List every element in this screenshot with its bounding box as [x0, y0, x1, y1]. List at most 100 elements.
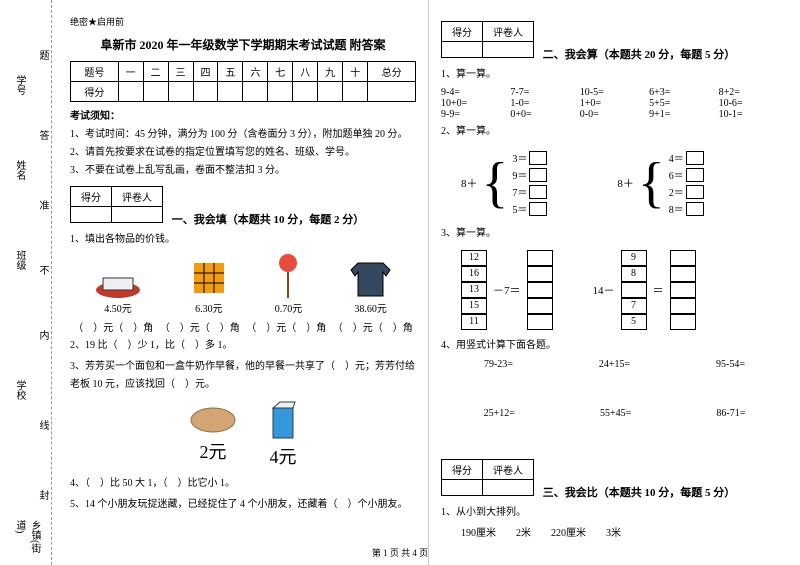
- score-cell: 总分: [368, 62, 416, 82]
- answer-box[interactable]: [686, 151, 704, 165]
- section-header: 得分评卷人 一、我会填（本题共 10 分，每题 2 分）: [70, 186, 416, 227]
- section-title: 三、我会比（本题共 10 分，每题 5 分）: [543, 484, 736, 500]
- question-text: 2、算一算。: [441, 123, 788, 141]
- score-mini-cell[interactable]: [483, 42, 534, 58]
- score-cell[interactable]: [243, 82, 268, 102]
- brace-eq: 2＝: [669, 184, 684, 199]
- stack-cell: 16: [461, 266, 487, 282]
- stack-cell: 15: [461, 298, 487, 314]
- calc-item: 0-0=: [580, 109, 649, 120]
- answer-stack: [670, 250, 696, 330]
- calc-item: 9-4=: [441, 87, 510, 98]
- answer-box[interactable]: [527, 250, 553, 266]
- section-header: 得分评卷人 三、我会比（本题共 10 分，每题 5 分）: [441, 459, 788, 500]
- score-mini-table: 得分评卷人: [441, 459, 534, 496]
- answer-box[interactable]: [527, 266, 553, 282]
- answer-box[interactable]: [686, 202, 704, 216]
- score-mini-cell[interactable]: [112, 207, 163, 223]
- score-mini-cell[interactable]: [442, 480, 483, 496]
- number-stack: 12 16 13 15 11: [461, 250, 487, 330]
- score-mini-cell: 评卷人: [483, 22, 534, 42]
- note-line: 1、考试时间：45 分钟，满分为 100 分（含卷面分 3 分），附加题单独 2…: [70, 126, 416, 144]
- calc-item: 10-6=: [719, 98, 788, 109]
- answer-box[interactable]: [527, 298, 553, 314]
- calc-item: 7-7=: [510, 87, 579, 98]
- brace-eq: 9＝: [512, 167, 527, 182]
- question-text: 4、（ ）比 50 大 1，（ ）比它小 1。: [70, 475, 416, 493]
- score-mini-cell[interactable]: [71, 207, 112, 223]
- food-item: 4元: [268, 400, 298, 469]
- number-stack: 9 8 7 5: [621, 250, 647, 330]
- answer-box[interactable]: [670, 266, 696, 282]
- score-cell: 八: [293, 62, 318, 82]
- notes-block: 考试须知： 1、考试时间：45 分钟，满分为 100 分（含卷面分 3 分），附…: [70, 108, 416, 180]
- binding-label: 答: [35, 130, 50, 140]
- score-table: 题号 一 二 三 四 五 六 七 八 九 十 总分 得分: [70, 61, 416, 102]
- brace-problem: 8＋ { 4＝ 6＝ 2＝ 8＝: [617, 150, 703, 216]
- answer-box[interactable]: [670, 298, 696, 314]
- operator-text: 14－: [593, 282, 615, 298]
- notes-title: 考试须知：: [70, 108, 416, 126]
- calc-item: 10-1=: [719, 109, 788, 120]
- spacer: [441, 374, 788, 404]
- score-cell[interactable]: [193, 82, 218, 102]
- answer-box[interactable]: [527, 282, 553, 298]
- score-cell[interactable]: [268, 82, 293, 102]
- score-cell[interactable]: [218, 82, 243, 102]
- calc-item: 9-9=: [441, 109, 510, 120]
- binding-label: 准: [35, 200, 50, 210]
- note-line: 2、请首先按要求在试卷的指定位置填写您的姓名、班级、学号。: [70, 144, 416, 162]
- score-cell[interactable]: [168, 82, 193, 102]
- answer-box[interactable]: [686, 185, 704, 199]
- score-cell[interactable]: [293, 82, 318, 102]
- score-cell[interactable]: [318, 82, 343, 102]
- score-cell: 九: [318, 62, 343, 82]
- answer-box[interactable]: [670, 314, 696, 330]
- score-mini-cell[interactable]: [483, 480, 534, 496]
- question-text: 5、14 个小朋友玩捉迷藏，已经捉住了 4 个小朋友，还藏着（ ）个小朋友。: [70, 496, 416, 514]
- score-cell: 一: [118, 62, 143, 82]
- section-title: 一、我会填（本题共 10 分，每题 2 分）: [172, 211, 365, 227]
- binding-label: 内: [35, 330, 50, 340]
- answer-box[interactable]: [670, 282, 696, 298]
- score-mini-cell[interactable]: [442, 42, 483, 58]
- score-cell[interactable]: [118, 82, 143, 102]
- score-cell[interactable]: [343, 82, 368, 102]
- score-cell: 五: [218, 62, 243, 82]
- unit-text: （ ）元（ ）角: [160, 319, 240, 334]
- score-mini-cell: 得分: [71, 187, 112, 207]
- price-text: 4.50元: [93, 300, 143, 315]
- calc-item: 25+12=: [484, 408, 515, 419]
- page-footer: 第 1 页 共 4 页: [0, 546, 800, 559]
- milk-icon: [268, 400, 298, 440]
- section-header: 得分评卷人 二、我会算（本题共 20 分，每题 5 分）: [441, 21, 788, 62]
- answer-box[interactable]: [527, 314, 553, 330]
- answer-box[interactable]: [529, 151, 547, 165]
- answer-box[interactable]: [670, 250, 696, 266]
- answer-box[interactable]: [686, 168, 704, 182]
- score-cell: 六: [243, 62, 268, 82]
- food-item: 2元: [188, 405, 238, 464]
- score-cell: 七: [268, 62, 293, 82]
- brace-problem: 8＋ { 3＝ 9＝ 7＝ 5＝: [461, 150, 547, 216]
- answer-box[interactable]: [529, 185, 547, 199]
- unit-text: （ ）元（ ）角: [333, 319, 413, 334]
- note-line: 3、不要在试卷上乱写乱画，卷面不整洁扣 3 分。: [70, 162, 416, 180]
- score-cell[interactable]: [143, 82, 168, 102]
- operator-text: ＝: [653, 282, 664, 298]
- answer-box[interactable]: [529, 168, 547, 182]
- train-icon: [93, 268, 143, 298]
- binding-label: 班级: [12, 250, 27, 270]
- brace-eq: 7＝: [512, 184, 527, 199]
- score-mini-table: 得分评卷人: [70, 186, 163, 223]
- food-price: 2元: [188, 438, 238, 464]
- score-cell: 三: [168, 62, 193, 82]
- lollipop-icon: [276, 253, 301, 298]
- stack-cell[interactable]: [621, 282, 647, 298]
- binding-margin: 乡镇(街道) 封 线 学校 内 不 班级 准 姓名 答 学号 题: [0, 0, 52, 565]
- brace-nums: 4＝ 6＝ 2＝ 8＝: [669, 150, 704, 216]
- stack-row: 12 16 13 15 11 －7＝ 14－ 9 8 7 5: [461, 246, 788, 334]
- score-mini-cell: 得分: [442, 460, 483, 480]
- answer-box[interactable]: [529, 202, 547, 216]
- score-cell[interactable]: [368, 82, 416, 102]
